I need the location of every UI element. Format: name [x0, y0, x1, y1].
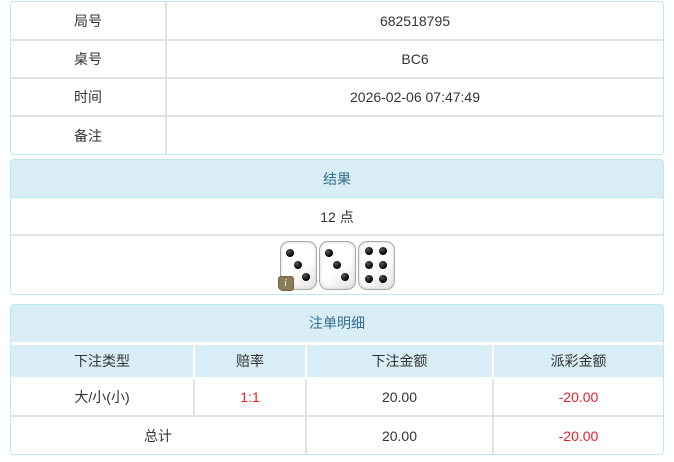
column-payout: 派彩金额 [492, 343, 663, 379]
time-label: 时间 [11, 78, 167, 117]
payout-cell: -20.00 [492, 378, 663, 417]
table-id-value: BC6 [166, 40, 663, 79]
column-bet-amount: 下注金额 [305, 343, 493, 379]
table-row: 局号 682518795 [11, 2, 663, 41]
die-pip [365, 274, 373, 283]
odds-cell: 1:1 [193, 378, 306, 417]
die-pip [379, 261, 387, 269]
bet-columns-row: 下注类型 赔率 下注金额 派彩金额 [11, 343, 663, 379]
bet-amount-cell: 20.00 [305, 378, 493, 417]
table-id-label: 桌号 [11, 40, 167, 79]
game-info-panel: 局号 682518795 桌号 BC6 时间 2026-02-06 07:47:… [10, 1, 664, 155]
die-pip [285, 248, 294, 257]
column-odds: 赔率 [193, 343, 306, 379]
info-icon[interactable]: i [277, 275, 294, 291]
die-pip [333, 261, 341, 269]
die-pip [365, 261, 373, 269]
dice-row: i [11, 236, 663, 294]
result-points: 12 点 [11, 198, 663, 236]
table-row: 备注 [11, 116, 663, 154]
bet-detail-title-row: 注单明细 [11, 305, 663, 345]
die-icon: i [277, 240, 317, 291]
bet-detail-panel: 注单明细 下注类型 赔率 下注金额 派彩金额 大/小(小) 1:1 20.00 … [10, 304, 664, 455]
die-pip [302, 273, 311, 282]
die-pip [379, 274, 387, 283]
result-panel-title: 结果 [11, 160, 663, 198]
game-info-table: 局号 682518795 桌号 BC6 时间 2026-02-06 07:47:… [11, 2, 663, 154]
total-bet-amount: 20.00 [305, 416, 493, 454]
die-icon [318, 240, 356, 290]
result-panel: 结果 12 点 i [10, 159, 664, 295]
time-value: 2026-02-06 07:47:49 [166, 78, 663, 117]
die-pip [324, 248, 333, 257]
round-id-value: 682518795 [166, 2, 663, 41]
remark-label: 备注 [11, 116, 167, 154]
column-bet-type: 下注类型 [11, 343, 194, 379]
die-pip [365, 247, 373, 256]
die-icon [357, 240, 395, 290]
table-row: 桌号 BC6 [11, 40, 663, 79]
bet-type-cell: 大/小(小) [11, 378, 194, 417]
table-row: 时间 2026-02-06 07:47:49 [11, 78, 663, 117]
bet-detail-table: 注单明细 下注类型 赔率 下注金额 派彩金额 大/小(小) 1:1 20.00 … [11, 305, 663, 454]
die-pip [341, 273, 350, 282]
die-pip [379, 247, 387, 256]
total-label: 总计 [11, 416, 306, 454]
round-id-label: 局号 [11, 2, 167, 41]
remark-value [166, 116, 663, 154]
total-row: 总计 20.00 -20.00 [11, 416, 663, 454]
die-pip [294, 261, 302, 269]
bet-detail-title: 注单明细 [11, 305, 663, 345]
total-payout: -20.00 [492, 416, 663, 454]
table-row: 大/小(小) 1:1 20.00 -20.00 [11, 378, 663, 417]
